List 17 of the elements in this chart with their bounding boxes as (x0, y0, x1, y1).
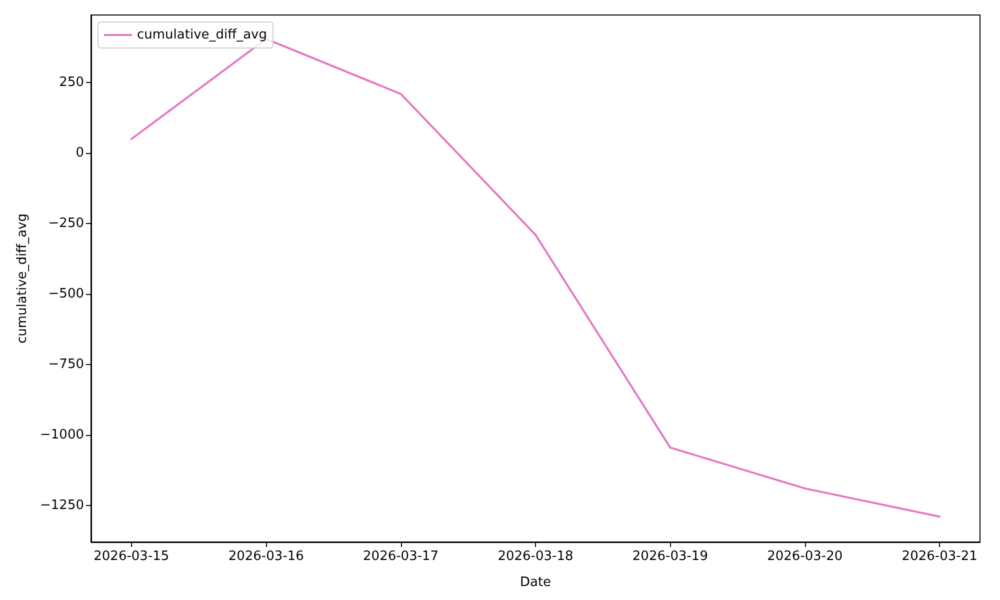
y-axis-title: cumulative_diff_avg (15, 214, 30, 344)
x-tick-label: 2026-03-20 (767, 549, 843, 564)
x-axis-title: Date (520, 575, 552, 590)
y-tick-label: −250 (48, 216, 84, 232)
y-tick-label: −750 (48, 356, 84, 372)
x-tick-label: 2026-03-15 (94, 549, 170, 564)
y-tick-label: −1000 (40, 427, 84, 442)
x-tick-label: 2026-03-19 (632, 549, 708, 564)
y-tick-label: 0 (76, 146, 84, 161)
y-tick-label: −1250 (40, 498, 84, 513)
legend-label: cumulative_diff_avg (137, 28, 267, 42)
x-tick-label: 2026-03-21 (902, 549, 978, 564)
x-tick-label: 2026-03-18 (498, 549, 574, 564)
x-tick-label: 2026-03-16 (228, 549, 304, 564)
y-tick-label: −500 (48, 286, 84, 302)
y-tick-label: 250 (59, 75, 84, 90)
x-tick-label: 2026-03-17 (363, 549, 439, 564)
